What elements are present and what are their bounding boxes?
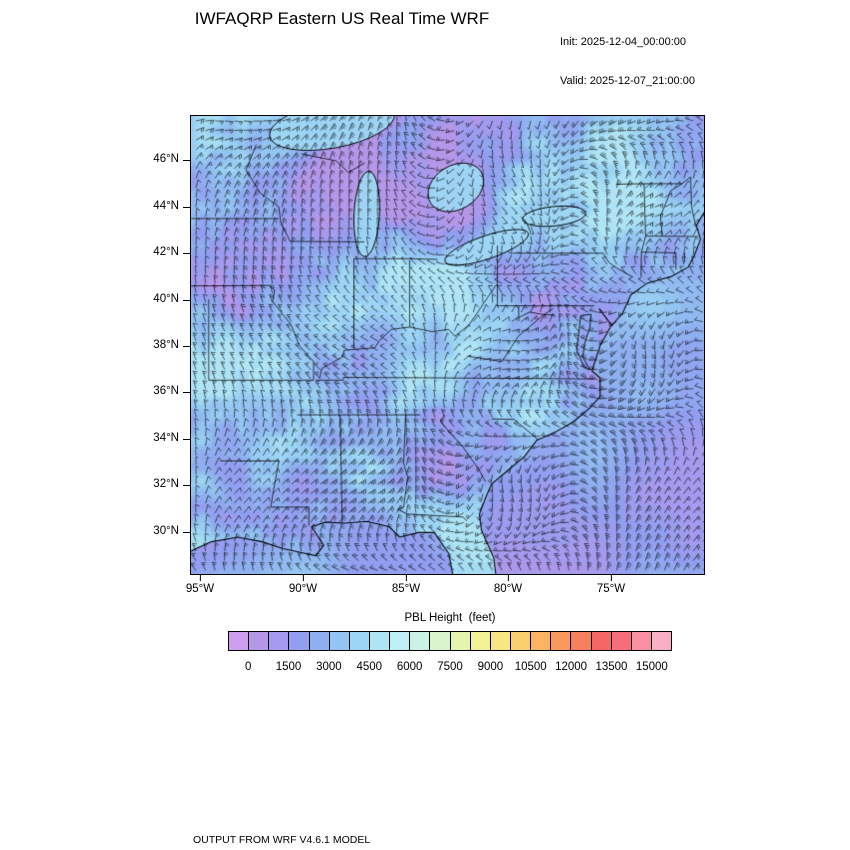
colorbar-tick-label: 6000 xyxy=(396,661,423,673)
lat-tick-label: 38°N xyxy=(153,339,190,351)
colorbar-tick-label: 13500 xyxy=(595,661,628,673)
colorbar-tick-label: 1500 xyxy=(275,661,302,673)
lat-tick-label: 30°N xyxy=(153,525,190,537)
colorbar-segment xyxy=(248,632,269,650)
lat-tick-label: 42°N xyxy=(153,246,190,258)
colorbar-segment xyxy=(630,632,651,650)
colorbar-tick-label: 15000 xyxy=(635,661,668,673)
colorbar-tick-label: 7500 xyxy=(437,661,463,673)
lat-tick-label: 36°N xyxy=(153,385,190,397)
lon-tick-label: 85°W xyxy=(391,575,421,595)
init-time: Init: 2025-12-04_00:00:00 xyxy=(560,36,686,48)
colorbar-title: PBL Height (feet) xyxy=(404,612,496,624)
colorbar-segment xyxy=(409,632,430,650)
colorbar xyxy=(228,631,672,651)
colorbar-segment xyxy=(288,632,309,650)
map-panel: 46°N 44°N 42°N 40°N 38°N 36°N 34°N 32°N … xyxy=(153,115,705,595)
colorbar-segment xyxy=(348,632,369,650)
colorbar-tick-label: 0 xyxy=(244,661,252,673)
colorbar-tick-label: 3000 xyxy=(316,661,342,673)
valid-time: Valid: 2025-12-07_21:00:00 xyxy=(560,75,695,87)
lat-tick-label: 32°N xyxy=(153,478,190,490)
lat-tick-label: 34°N xyxy=(153,432,190,444)
colorbar-tick-label: 12000 xyxy=(555,661,588,673)
footer: OUTPUT FROM WRF V4.6.1 MODEL WE = 310 ; … xyxy=(193,808,606,850)
colorbar-segment xyxy=(530,632,551,650)
page-title: IWFAQRP Eastern US Real Time WRF xyxy=(194,9,490,28)
lon-tick-label: 95°W xyxy=(185,575,215,595)
weather-map-canvas xyxy=(190,115,705,575)
model-version-line: OUTPUT FROM WRF V4.6.1 MODEL xyxy=(193,834,371,846)
colorbar-segment xyxy=(389,632,410,650)
colorbar-segment xyxy=(429,632,450,650)
lon-tick-label: 90°W xyxy=(288,575,318,595)
lat-tick-label: 40°N xyxy=(153,293,190,305)
lat-tick-label: 44°N xyxy=(153,200,190,212)
colorbar-segment xyxy=(469,632,490,650)
run-times: Init: 2025-12-04_00:00:00 Valid: 2025-12… xyxy=(560,10,695,114)
colorbar-segment xyxy=(650,632,672,650)
colorbar-segment xyxy=(268,632,289,650)
lat-tick-label: 46°N xyxy=(153,153,190,165)
colorbar-segment xyxy=(550,632,571,650)
colorbar-segment xyxy=(308,632,329,650)
colorbar-tick-label: 10500 xyxy=(514,661,547,673)
colorbar-segment xyxy=(368,632,390,650)
colorbar-segment xyxy=(509,632,531,650)
colorbar-tick-label: 9000 xyxy=(477,661,504,673)
colorbar-segment xyxy=(229,632,249,650)
colorbar-labels: 0 1500 3000 4500 6000 7500 9000 10500 12… xyxy=(228,661,672,675)
colorbar-segment xyxy=(590,632,611,650)
lon-tick-label: 75°W xyxy=(596,575,626,595)
colorbar-segment xyxy=(610,632,631,650)
colorbar-segment xyxy=(328,632,349,650)
lon-tick-label: 80°W xyxy=(493,575,523,595)
colorbar-segment xyxy=(570,632,591,650)
colorbar-segment xyxy=(489,632,510,650)
colorbar-tick-label: 4500 xyxy=(356,661,383,673)
colorbar-segment xyxy=(449,632,470,650)
